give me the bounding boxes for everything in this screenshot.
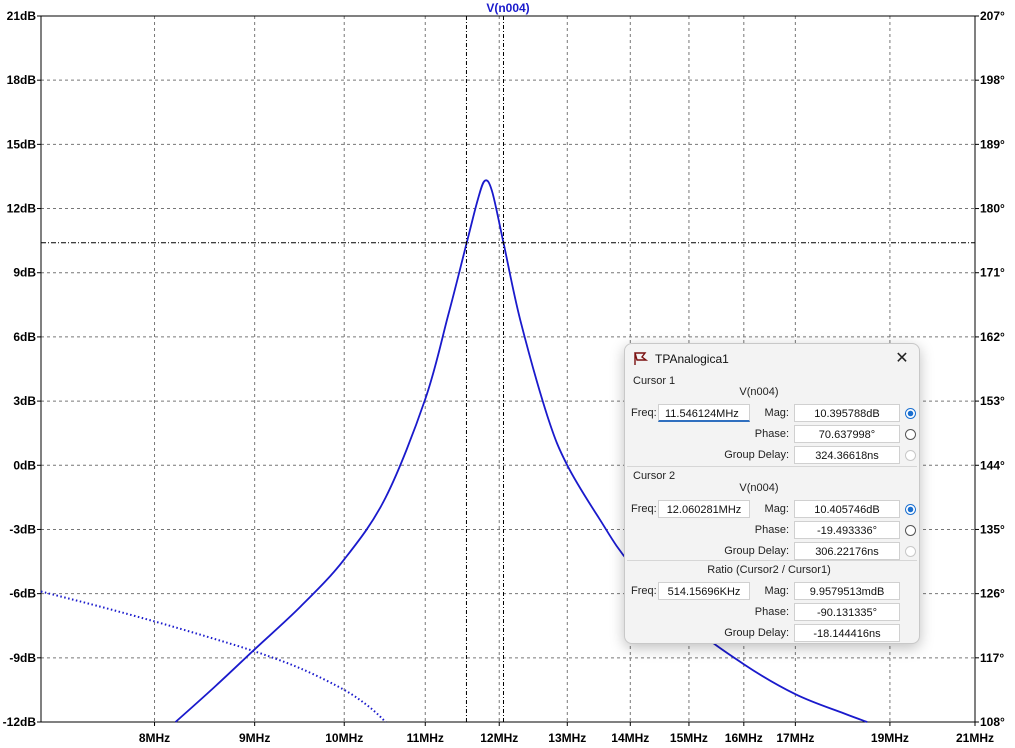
cursor1-group: Cursor 1 V(n004) Freq: 11.546124MHz Mag:… — [627, 374, 917, 466]
dialog-title: TPAnalogica1 — [655, 352, 729, 366]
cursor2-phase-radio[interactable] — [905, 525, 916, 536]
dialog-titlebar[interactable]: TPAnalogica1 ✕ — [625, 344, 919, 374]
cursors[interactable] — [41, 16, 975, 722]
y-left-tick-label: 15dB — [7, 137, 37, 151]
plot-frame — [40, 15, 976, 723]
cursor1-label: Cursor 1 — [633, 375, 676, 387]
cursor1-phase-field: 70.637998° — [794, 425, 900, 443]
x-tick-label: 8MHz — [139, 731, 170, 745]
cursor1-mag-radio[interactable] — [905, 408, 916, 419]
cursor1-gd-label: Group Delay: — [724, 449, 789, 461]
x-tick-label: 17MHz — [776, 731, 814, 745]
cursor1-freq-field[interactable]: 11.546124MHz — [658, 404, 750, 422]
ratio-group: Ratio (Cursor2 / Cursor1) Freq: 514.1569… — [627, 560, 917, 642]
cursor2-freq-label: Freq: — [631, 503, 657, 515]
x-tick-label: 13MHz — [548, 731, 586, 745]
y-left-tick-label: 3dB — [13, 394, 36, 408]
y-left-tick-label: 12dB — [7, 202, 37, 216]
y-left-tick-label: -6dB — [9, 587, 36, 601]
cursor1-freq-label: Freq: — [631, 407, 657, 419]
ratio-phase-label: Phase: — [754, 606, 789, 618]
ratio-label: Ratio (Cursor2 / Cursor1) — [707, 564, 831, 576]
cursor1-gd-field: 324.36618ns — [794, 446, 900, 464]
cursor2-phase-field: -19.493336° — [794, 521, 900, 539]
x-tick-label: 11MHz — [407, 731, 444, 745]
y-right-tick-label: 198° — [980, 73, 1005, 87]
trace-label[interactable]: V(n004) — [486, 1, 529, 15]
cursor2-gd-label: Group Delay: — [724, 545, 789, 557]
cursor2-mag-radio[interactable] — [905, 504, 916, 515]
y-left-tick-label: 18dB — [7, 73, 37, 87]
y-left-tick-label: 9dB — [13, 266, 36, 280]
y-left-tick-label: -3dB — [9, 522, 36, 536]
y-right-tick-label: 126° — [980, 587, 1005, 601]
cursor1-phase-label: Phase: — [754, 428, 789, 440]
cursor2-gd-field: 306.22176ns — [794, 542, 900, 560]
y-right-tick-label: 108° — [980, 715, 1005, 729]
y-right-tick-label: 117° — [980, 651, 1004, 665]
cursor2-group: Cursor 2 V(n004) Freq: 12.060281MHz Mag:… — [627, 466, 917, 560]
ratio-gd-field: -18.144416ns — [794, 624, 900, 642]
close-icon[interactable]: ✕ — [895, 350, 909, 367]
x-tick-label: 16MHz — [725, 731, 763, 745]
cursor1-mag-label: Mag: — [764, 407, 789, 419]
y-left-tick-label: -9dB — [9, 651, 36, 665]
cursor1-gd-radio[interactable] — [905, 450, 916, 461]
cursor1-trace: V(n004) — [739, 386, 779, 398]
y-right-tick-label: 189° — [980, 137, 1005, 151]
y-left-tick-label: 21dB — [7, 9, 37, 23]
y-right-tick-label: 171° — [980, 266, 1005, 280]
y-right-tick-label: 162° — [980, 330, 1005, 344]
y-right-tick-label: 180° — [980, 202, 1005, 216]
cursor2-mag-label: Mag: — [764, 503, 789, 515]
probe-icon — [634, 352, 649, 365]
x-tick-label: 21MHz — [956, 731, 994, 745]
cursor2-mag-field: 10.405746dB — [794, 500, 900, 518]
x-tick-label: 10MHz — [325, 731, 363, 745]
x-tick-label: 15MHz — [670, 731, 708, 745]
y-right-tick-label: 207° — [980, 9, 1005, 23]
cursor2-gd-radio[interactable] — [905, 546, 916, 557]
x-tick-label: 12MHz — [480, 731, 518, 745]
ratio-freq-field: 514.15696KHz — [658, 582, 750, 600]
cursor2-phase-label: Phase: — [754, 524, 789, 536]
y-right-tick-label: 153° — [980, 394, 1005, 408]
x-tick-label: 19MHz — [871, 731, 909, 745]
phase-trace — [40, 590, 387, 723]
cursor2-label: Cursor 2 — [633, 470, 676, 482]
x-tick-label: 14MHz — [611, 731, 649, 745]
cursor2-trace: V(n004) — [739, 482, 779, 494]
cursor2-freq-field[interactable]: 12.060281MHz — [658, 500, 750, 518]
y-right-tick-label: 144° — [980, 458, 1005, 472]
x-tick-label: 9MHz — [239, 731, 270, 745]
y-left-tick-label: -12dB — [3, 715, 37, 729]
ratio-gd-label: Group Delay: — [724, 627, 789, 639]
cursor-dialog[interactable]: TPAnalogica1 ✕ Cursor 1 V(n004) Freq: 11… — [624, 343, 920, 644]
y-right-tick-label: 135° — [980, 522, 1005, 536]
y-left-tick-label: 6dB — [13, 330, 36, 344]
ratio-freq-label: Freq: — [631, 585, 657, 597]
cursor1-phase-radio[interactable] — [905, 429, 916, 440]
axis-ticks: 21dB 18dB 15dB 12dB 9dB 6dB 3dB 0dB -3dB -6dB -9dB… — [3, 9, 1005, 745]
cursor1-mag-field: 10.395788dB — [794, 404, 900, 422]
ratio-phase-field: -90.131335° — [794, 603, 900, 621]
y-left-tick-label: 0dB — [13, 458, 36, 472]
ratio-mag-label: Mag: — [764, 585, 789, 597]
ratio-mag-field: 9.9579513mdB — [794, 582, 900, 600]
